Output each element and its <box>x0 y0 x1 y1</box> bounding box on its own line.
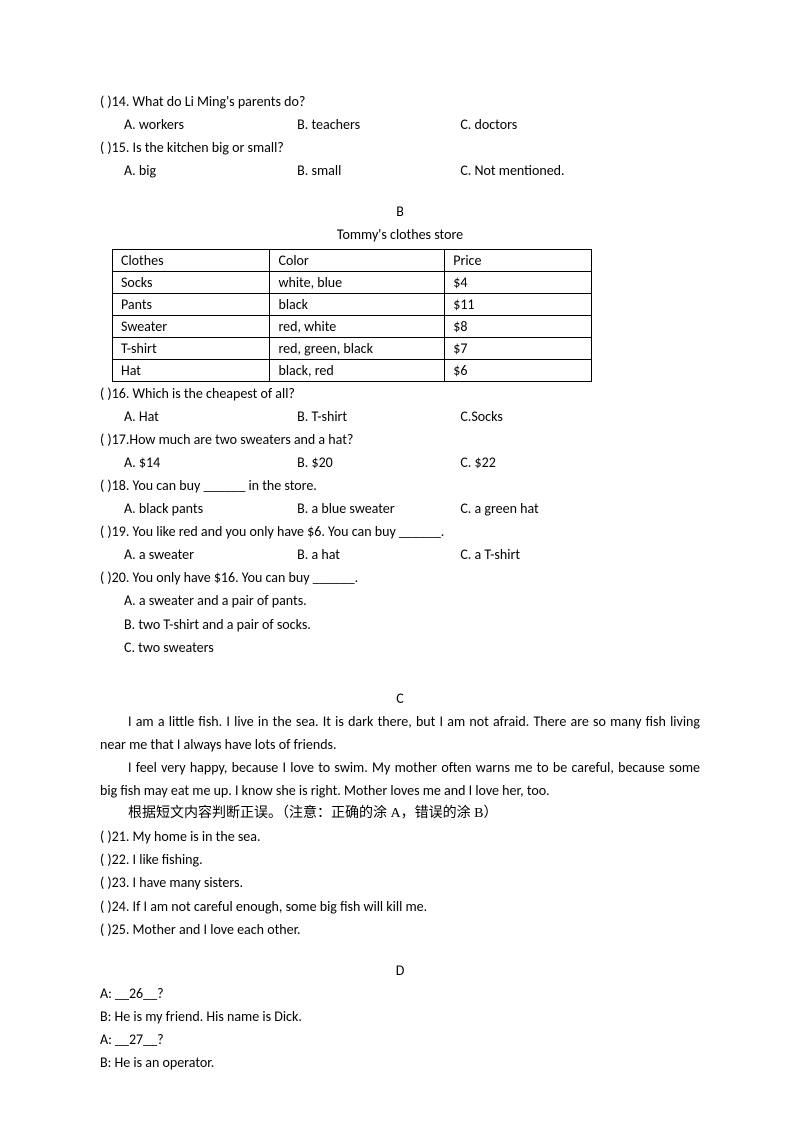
header-clothes: Clothes <box>113 249 270 271</box>
table-row: Sweater red, white $8 <box>113 315 592 337</box>
q19-option-c[interactable]: C. a T-shirt <box>460 543 520 566</box>
cell-clothes: Pants <box>113 293 270 315</box>
cell-price: $7 <box>445 337 592 359</box>
table-row: Hat black, red $6 <box>113 359 592 381</box>
question-16-options: A. Hat B. T-shirt C.Socks <box>124 405 700 428</box>
section-b-letter: B <box>100 200 700 223</box>
q16-option-b[interactable]: B. T-shirt <box>297 405 457 428</box>
table-header-row: Clothes Color Price <box>113 249 592 271</box>
question-25: ( )25. Mother and I love each other. <box>100 918 700 941</box>
passage-c-instruction: 根据短文内容判断正误。（注意：正确的涂 A，错误的涂 B） <box>100 802 700 825</box>
question-17: ( )17.How much are two sweaters and a ha… <box>100 428 700 451</box>
q16-option-c[interactable]: C.Socks <box>460 405 502 428</box>
question-19: ( )19. You like red and you only have $6… <box>100 520 700 543</box>
q18-option-b[interactable]: B. a blue sweater <box>297 497 457 520</box>
question-16: ( )16. Which is the cheapest of all? <box>100 382 700 405</box>
cell-clothes: Socks <box>113 271 270 293</box>
dialogue-line-3: A: __27__? <box>100 1028 700 1051</box>
clothes-table: Clothes Color Price Socks white, blue $4… <box>112 249 592 382</box>
q15-option-c[interactable]: C. Not mentioned. <box>460 159 564 182</box>
cell-price: $8 <box>445 315 592 337</box>
question-21: ( )21. My home is in the sea. <box>100 825 700 848</box>
q18-option-c[interactable]: C. a green hat <box>460 497 538 520</box>
q16-option-a[interactable]: A. Hat <box>124 405 294 428</box>
question-15-options: A. big B. small C. Not mentioned. <box>124 159 700 182</box>
cell-clothes: Hat <box>113 359 270 381</box>
section-d-letter: D <box>100 959 700 982</box>
cell-clothes: Sweater <box>113 315 270 337</box>
question-14: ( )14. What do Li Ming's parents do? <box>100 90 700 113</box>
cell-color: white, blue <box>270 271 445 293</box>
q14-option-b[interactable]: B. teachers <box>297 113 457 136</box>
question-18: ( )18. You can buy ______ in the store. <box>100 474 700 497</box>
cell-color: black <box>270 293 445 315</box>
cell-price: $6 <box>445 359 592 381</box>
cell-price: $4 <box>445 271 592 293</box>
table-row: T-shirt red, green, black $7 <box>113 337 592 359</box>
q15-option-b[interactable]: B. small <box>297 159 457 182</box>
question-19-options: A. a sweater B. a hat C. a T-shirt <box>124 543 700 566</box>
dialogue-line-1: A: __26__? <box>100 982 700 1005</box>
q15-option-a[interactable]: A. big <box>124 159 294 182</box>
dialogue-line-4: B: He is an operator. <box>100 1051 700 1074</box>
passage-c-p2: I feel very happy, because I love to swi… <box>100 756 700 802</box>
q14-option-c[interactable]: C. doctors <box>460 113 517 136</box>
q14-option-a[interactable]: A. workers <box>124 113 294 136</box>
q20-option-a[interactable]: A. a sweater and a pair of pants. <box>124 589 700 612</box>
q17-option-c[interactable]: C. $22 <box>460 451 495 474</box>
q20-option-b[interactable]: B. two T-shirt and a pair of socks. <box>124 613 700 636</box>
cell-color: black, red <box>270 359 445 381</box>
question-23: ( )23. I have many sisters. <box>100 871 700 894</box>
question-20: ( )20. You only have $16. You can buy __… <box>100 566 700 589</box>
question-14-options: A. workers B. teachers C. doctors <box>124 113 700 136</box>
q17-option-a[interactable]: A. $14 <box>124 451 294 474</box>
table-title: Tommy's clothes store <box>100 223 700 246</box>
cell-color: red, white <box>270 315 445 337</box>
table-row: Socks white, blue $4 <box>113 271 592 293</box>
table-row: Pants black $11 <box>113 293 592 315</box>
q18-option-a[interactable]: A. black pants <box>124 497 294 520</box>
passage-c-p1: I am a little fish. I live in the sea. I… <box>100 710 700 756</box>
question-24: ( )24. If I am not careful enough, some … <box>100 895 700 918</box>
q17-option-b[interactable]: B. $20 <box>297 451 457 474</box>
dialogue-line-2: B: He is my friend. His name is Dick. <box>100 1005 700 1028</box>
cell-color: red, green, black <box>270 337 445 359</box>
q20-option-c[interactable]: C. two sweaters <box>124 636 700 659</box>
q19-option-b[interactable]: B. a hat <box>297 543 457 566</box>
q19-option-a[interactable]: A. a sweater <box>124 543 294 566</box>
cell-price: $11 <box>445 293 592 315</box>
section-c-letter: C <box>100 687 700 710</box>
question-17-options: A. $14 B. $20 C. $22 <box>124 451 700 474</box>
header-price: Price <box>445 249 592 271</box>
question-18-options: A. black pants B. a blue sweater C. a gr… <box>124 497 700 520</box>
cell-clothes: T-shirt <box>113 337 270 359</box>
question-22: ( )22. I like fishing. <box>100 848 700 871</box>
question-15: ( )15. Is the kitchen big or small? <box>100 136 700 159</box>
header-color: Color <box>270 249 445 271</box>
